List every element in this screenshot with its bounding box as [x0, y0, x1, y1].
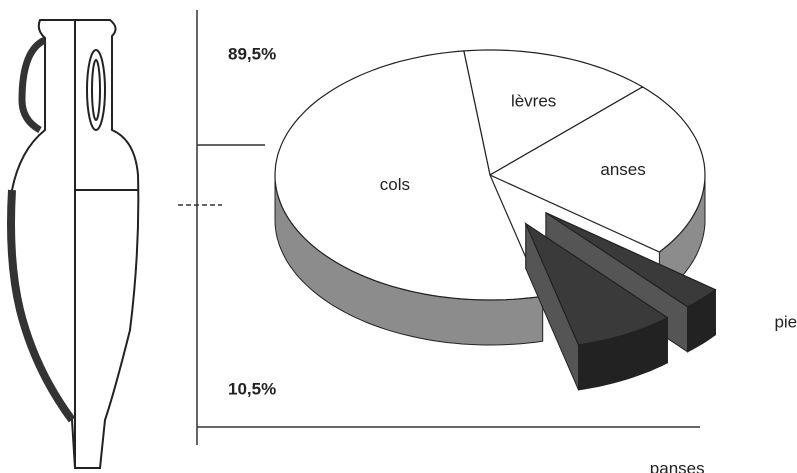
- slice-label: anses: [600, 160, 645, 179]
- slice-label: cols: [380, 175, 410, 194]
- annotation: 10,5%: [228, 379, 276, 398]
- slice-label: lèvres: [511, 91, 556, 110]
- pie: lèvres anses cols pieds panses: [275, 50, 797, 473]
- slice-label: panses: [650, 459, 705, 473]
- annotation: 89,5%: [228, 44, 276, 63]
- amphora: [11, 20, 138, 468]
- slice-label: pieds: [774, 312, 797, 331]
- figure: 89,5% 10,5% lèvres anses cols pieds panses: [0, 0, 797, 473]
